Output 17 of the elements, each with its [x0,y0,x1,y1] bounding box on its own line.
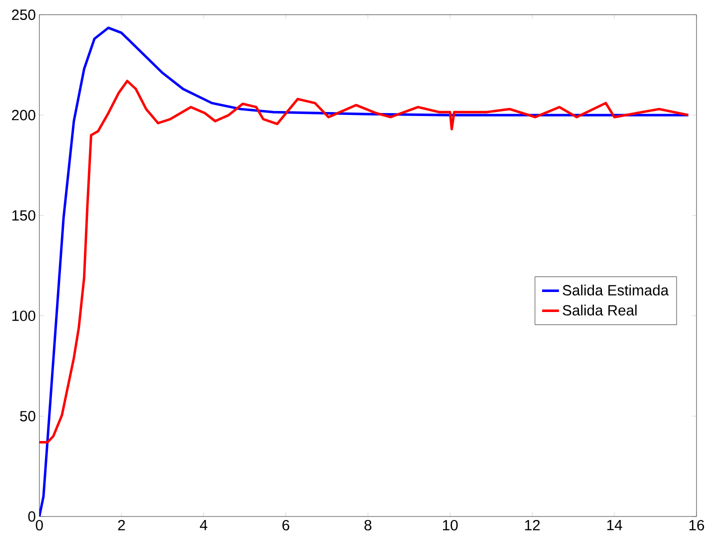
x-tick-label: 14 [607,520,622,530]
legend-label: Salida Estimada [562,284,669,296]
y-tick-label: 100 [12,310,36,321]
y-tick-label: 150 [12,210,36,221]
x-tick-label: 10 [443,520,458,530]
legend-label: Salida Real [562,304,637,316]
x-tick-label: 0 [36,520,43,530]
x-tick-label: 8 [364,520,372,530]
y-tick-label: 200 [12,110,36,120]
x-tick-label: 16 [689,520,704,530]
x-tick-label: 12 [525,520,540,530]
x-tick-label: 2 [118,520,125,530]
x-tick-label: 6 [282,520,290,530]
x-tick-label: 4 [200,520,208,530]
y-tick-label: 50 [20,410,36,422]
y-tick-label: 250 [12,10,36,20]
y-tick-label: 0 [28,511,36,522]
